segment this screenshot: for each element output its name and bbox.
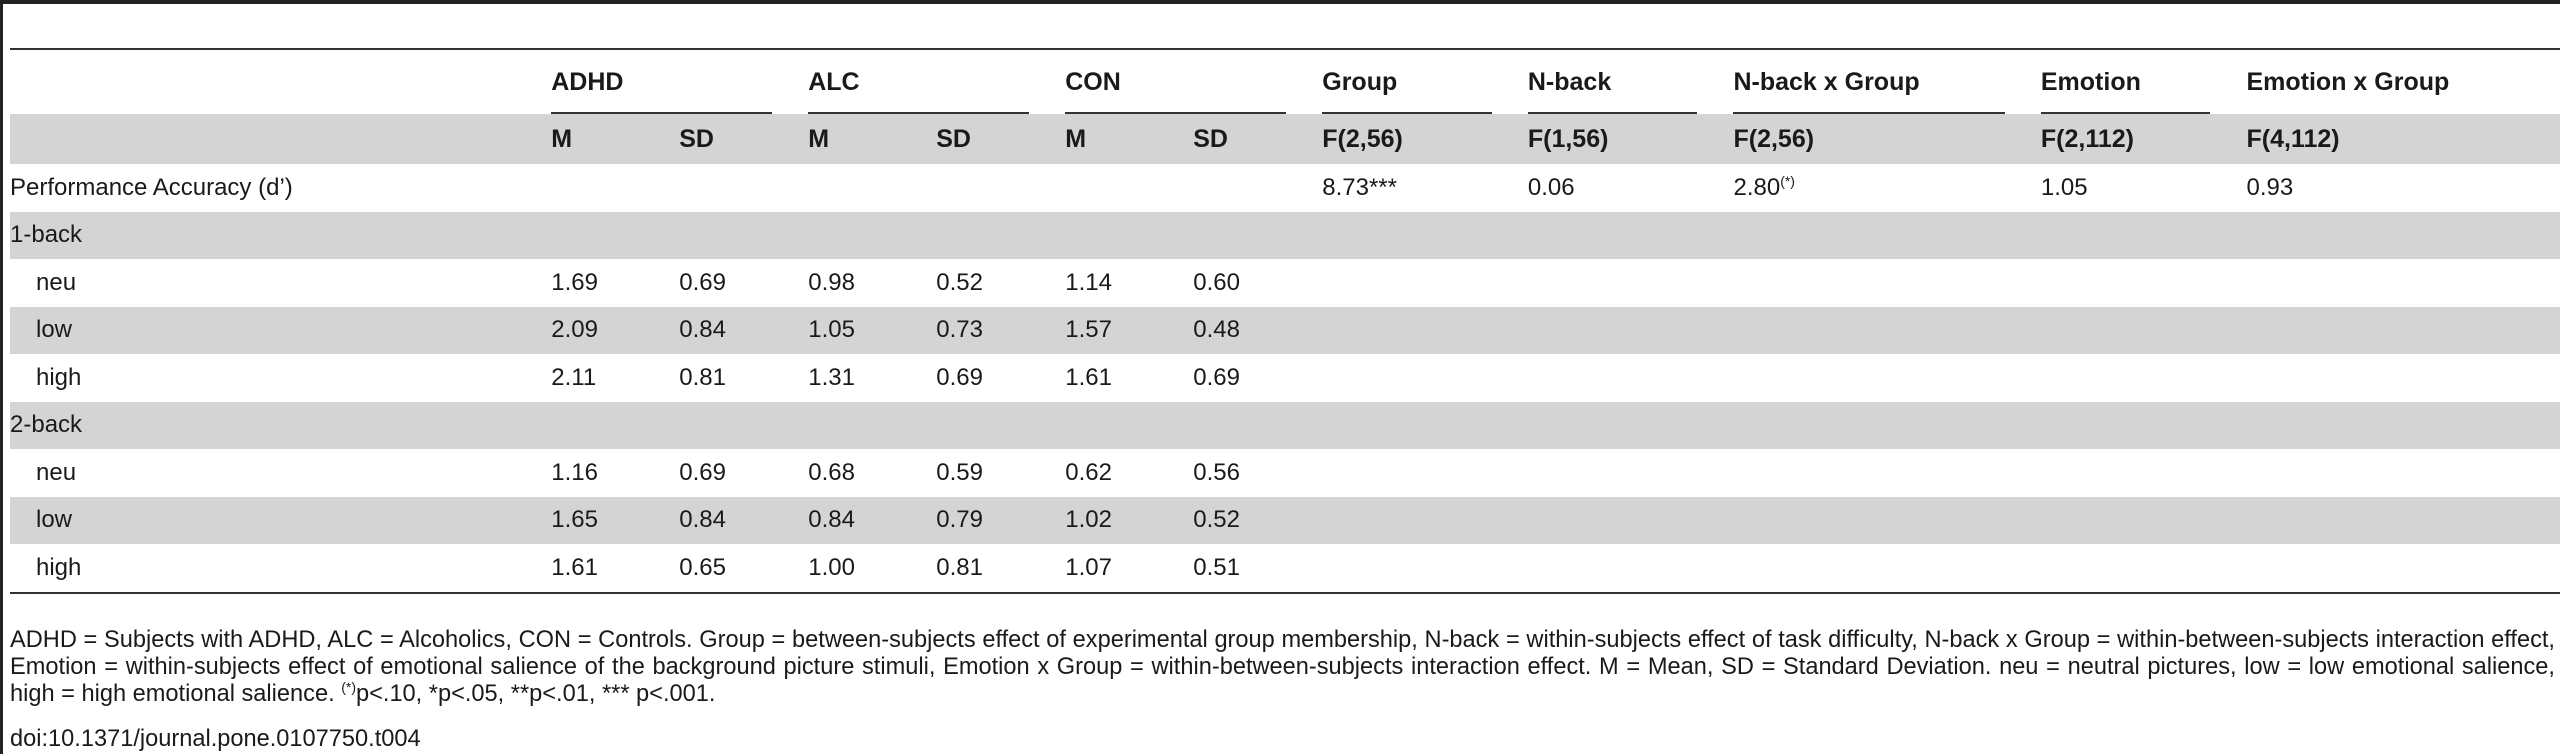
table-cell: 0.73 <box>936 306 1066 354</box>
header-group: Group <box>1322 50 1528 114</box>
table-cell: 1.61 <box>551 553 598 581</box>
subheader-con-sd: SD <box>1193 114 1323 164</box>
table-cell: 1.69 <box>551 268 598 296</box>
header-adhd: ADHD <box>551 50 808 114</box>
subheader-emotion-f: F(2,112) <box>2040 114 2247 164</box>
table-cell: 0.52 <box>1193 496 1323 544</box>
subheader-adhd-m: M <box>551 114 680 164</box>
table-cell: 0.84 <box>679 496 809 544</box>
table-bottom-rule <box>10 591 2560 594</box>
significance-sup: (*) <box>1780 172 1795 189</box>
table-cell: 1.00 <box>808 553 855 581</box>
table-cell: 1.05 <box>808 306 937 354</box>
table-cell: 1.61 <box>1065 363 1112 391</box>
table-top-rule <box>10 48 2560 50</box>
header-con: CON <box>1065 50 1322 114</box>
table-cell: 0.81 <box>679 363 726 391</box>
table-cell: 0.69 <box>679 268 726 296</box>
section-row-2back: 2-back <box>10 401 2560 449</box>
table-cell: 0.69 <box>679 458 726 486</box>
table-cell: 0.69 <box>936 363 983 391</box>
table-row: high 1.61 0.65 1.00 0.81 1.07 0.51 <box>10 544 2560 592</box>
header-emotion-group: Emotion x Group <box>2246 67 2450 96</box>
table-cell: 0.60 <box>1193 268 1240 296</box>
header-alc: ALC <box>808 50 1065 114</box>
subheader-nback-group-f: F(2,56) <box>1733 114 2041 164</box>
table-row: low 1.65 0.84 0.84 0.79 1.02 0.52 <box>10 496 2560 544</box>
table-row: neu 1.16 0.69 0.68 0.59 0.62 0.56 <box>10 449 2560 497</box>
table-cell: 0.51 <box>1193 553 1240 581</box>
header-emotion: Emotion <box>2040 50 2247 114</box>
row-label: low <box>10 306 552 354</box>
table-row: low 2.09 0.84 1.05 0.73 1.57 0.48 <box>10 306 2560 354</box>
table-cell: 0.56 <box>1193 458 1240 486</box>
group-f-value: 8.73*** <box>1322 173 1397 201</box>
table-row: high 2.11 0.81 1.31 0.69 1.61 0.69 <box>10 354 2560 402</box>
sub-header-row: M SD M SD M SD F(2,56) F(1,56) F(2,56) F… <box>10 114 2560 164</box>
table-cell: 1.14 <box>1065 268 1112 296</box>
section-row-1back: 1-back <box>10 211 2560 259</box>
subheader-blank <box>10 114 552 164</box>
table-cell: 0.69 <box>1193 363 1240 391</box>
table-cell: 1.31 <box>808 363 855 391</box>
results-table-container: ADHD ALC CON Group N-back N-back x Group… <box>10 48 2560 594</box>
row-label: high <box>36 553 82 581</box>
nback-group-f-value: 2.80(*) <box>1733 172 1795 201</box>
table-cell: 1.16 <box>551 458 598 486</box>
emotion-f-value: 1.05 <box>2040 173 2088 201</box>
header-nback-group: N-back x Group <box>1733 50 2040 114</box>
table-cell: 1.57 <box>1065 306 1194 354</box>
performance-label: Performance Accuracy (d’) <box>10 173 293 201</box>
performance-row: Performance Accuracy (d’) 8.73*** 0.06 2… <box>10 164 2560 212</box>
table-cell: 1.65 <box>551 496 680 544</box>
footnote-sig-sup: (*) <box>341 679 356 696</box>
table-cell: 0.59 <box>936 458 983 486</box>
row-label: neu <box>36 458 77 486</box>
footnote-sig-levels: p<.10, *p<.05, **p<.01, *** p<.001. <box>355 681 716 707</box>
row-label: high <box>36 363 82 391</box>
subheader-nback-f: F(1,56) <box>1527 114 1734 164</box>
nback-f-value: 0.06 <box>1527 173 1575 201</box>
left-border <box>0 0 3 754</box>
table-cell: 2.11 <box>551 363 597 391</box>
results-table: ADHD ALC CON Group N-back N-back x Group… <box>10 50 2560 592</box>
subheader-alc-sd: SD <box>936 114 1066 164</box>
header-blank <box>10 50 551 114</box>
table-cell: 0.84 <box>679 306 809 354</box>
table-cell: 0.81 <box>936 553 983 581</box>
table-cell: 0.98 <box>808 268 855 296</box>
table-cell: 1.07 <box>1065 553 1112 581</box>
subheader-alc-m: M <box>808 114 937 164</box>
subheader-con-m: M <box>1065 114 1194 164</box>
group-header-row: ADHD ALC CON Group N-back N-back x Group… <box>10 50 2560 114</box>
table-cell: 0.79 <box>936 496 1066 544</box>
table-cell: 0.68 <box>808 458 855 486</box>
header-nback: N-back <box>1527 50 1734 114</box>
table-cell: 2.09 <box>551 306 680 354</box>
doi-text: doi:10.1371/journal.pone.0107750.t004 <box>10 726 421 752</box>
table-cell: 1.02 <box>1065 496 1194 544</box>
section-label: 1-back <box>10 211 552 259</box>
subheader-emotion-group-f: F(4,112) <box>2246 114 2560 164</box>
table-cell: 0.65 <box>679 553 726 581</box>
row-label: low <box>10 496 552 544</box>
row-label: neu <box>36 268 77 296</box>
emotion-group-f-value: 0.93 <box>2246 173 2294 201</box>
table-footnote: ADHD = Subjects with ADHD, ALC = Alcohol… <box>10 627 2555 707</box>
table-row: neu 1.69 0.69 0.98 0.52 1.14 0.60 <box>10 259 2560 307</box>
table-cell: 0.52 <box>936 268 983 296</box>
top-border <box>0 0 2560 4</box>
subheader-group-f: F(2,56) <box>1322 114 1528 164</box>
subheader-adhd-sd: SD <box>679 114 809 164</box>
table-cell: 0.84 <box>808 496 937 544</box>
table-cell: 0.48 <box>1193 306 1323 354</box>
section-label: 2-back <box>10 401 552 449</box>
table-cell: 0.62 <box>1065 458 1112 486</box>
